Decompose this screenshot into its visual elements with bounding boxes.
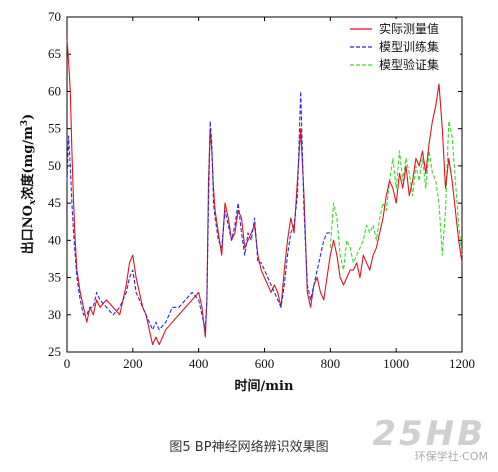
x-tick-label: 200 — [123, 356, 143, 371]
y-tick-label: 70 — [48, 9, 61, 24]
watermark: 25HB 环保学社·COM — [320, 414, 490, 466]
y-axis-label-superscript: 3 — [20, 120, 30, 126]
y-tick-label: 50 — [48, 158, 61, 173]
x-tick-label: 1200 — [449, 356, 475, 371]
legend-label-training: 模型训练集 — [379, 39, 439, 54]
chart: 0 200 400 600 800 1000 1200 25 30 35 40 45 50 55 60 65 7… — [20, 9, 475, 394]
x-tick-label: 800 — [321, 356, 341, 371]
y-axis-label-subscript: x — [28, 199, 38, 206]
series-training-line — [66, 90, 331, 331]
y-axis-label: 出口NOx浓度(mg/m3) — [20, 114, 38, 255]
y-axis-label-part: 出口NO — [20, 205, 36, 254]
x-tick-label: 400 — [189, 356, 209, 371]
figure-caption: 图5 BP神经网络辨识效果图 — [169, 440, 329, 455]
x-tick-label: 1000 — [383, 356, 409, 371]
x-tick-label: 0 — [64, 356, 71, 371]
y-tick-label: 45 — [48, 195, 61, 210]
y-tick-label: 60 — [48, 83, 61, 98]
y-tick-label: 65 — [48, 46, 61, 61]
watermark-text: 环保学社·COM — [414, 450, 488, 463]
series-validation-line — [329, 120, 463, 271]
y-tick-label: 30 — [48, 307, 61, 322]
y-tick-label: 40 — [48, 232, 61, 247]
x-axis-label: 时间/min — [235, 378, 294, 394]
legend-label-validation: 模型验证集 — [379, 57, 439, 72]
y-tick-label: 35 — [48, 270, 61, 285]
y-axis-label-part: ) — [21, 114, 36, 120]
y-tick-label: 55 — [48, 121, 61, 136]
series-actual-line — [66, 39, 463, 346]
watermark-logo: 25HB — [372, 414, 486, 454]
y-tick-label: 25 — [48, 344, 61, 359]
legend-label-actual: 实际测量值 — [379, 21, 439, 36]
x-tick-label: 600 — [255, 356, 275, 371]
y-axis-label-part: 浓度(mg/m — [20, 126, 36, 200]
